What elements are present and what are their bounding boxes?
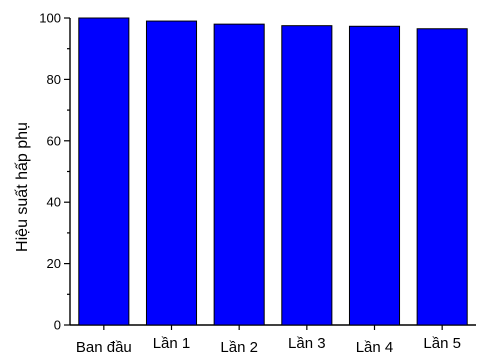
x-tick-label: Lần 3 <box>288 335 326 352</box>
x-axis <box>70 324 476 330</box>
y-tick-label: 60 <box>47 133 61 148</box>
y-tick-label: 40 <box>47 195 61 210</box>
bar-3 <box>213 23 265 326</box>
y-tick-label: 0 <box>54 318 61 333</box>
bar-5 <box>348 25 401 326</box>
y-axis: 0 20 40 60 80 100 <box>39 11 71 333</box>
bar-4 <box>281 25 333 326</box>
bars <box>78 17 468 326</box>
y-tick-label: 20 <box>47 256 61 271</box>
bar-6 <box>416 28 468 326</box>
x-tick-label: Lần 1 <box>153 335 191 352</box>
x-tick-label: Lần 2 <box>220 339 258 356</box>
x-tick-label: Lần 5 <box>423 335 461 352</box>
x-tick-label: Lần 4 <box>356 339 394 356</box>
bar-1 <box>78 17 130 326</box>
y-axis-title: Hiệu suất hấp phụ <box>14 122 31 252</box>
y-tick-label: 100 <box>39 11 61 26</box>
bar-2 <box>145 20 198 326</box>
x-tick-label: Ban đầu <box>76 339 132 356</box>
category-labels: Ban đầu Lần 1 Lần 2 Lần 3 Lần 4 Lần 5 <box>76 335 461 356</box>
y-tick-label: 80 <box>47 72 61 87</box>
